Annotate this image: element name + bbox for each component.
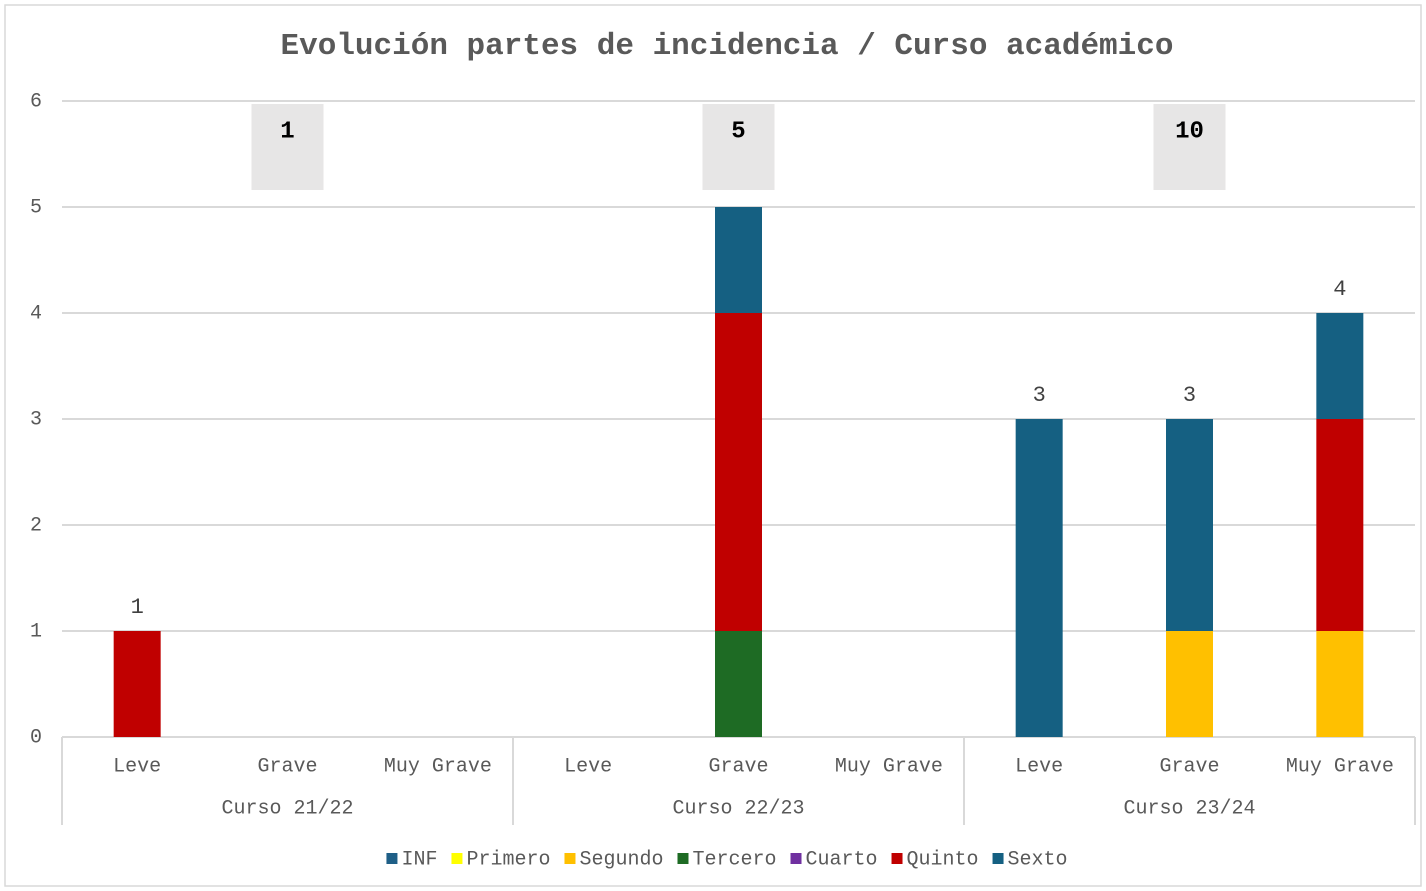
x-tick-label: Grave <box>1159 755 1219 778</box>
x-tick-label: Leve <box>113 755 161 778</box>
bar-segment <box>1015 419 1063 737</box>
group-total-box <box>251 104 324 190</box>
legend-swatch <box>891 853 903 864</box>
total-label: 3 <box>1033 383 1046 408</box>
group-label: Curso 21/22 <box>221 797 353 820</box>
y-tick-label: 6 <box>30 90 42 113</box>
legend-label: Tercero <box>692 848 776 871</box>
bar-segment <box>1316 313 1364 419</box>
legend-label: INF <box>401 848 437 871</box>
y-tick-label: 0 <box>30 726 42 749</box>
x-tick-label: Muy Grave <box>1286 755 1394 778</box>
y-tick-label: 3 <box>30 408 42 431</box>
x-tick-label: Leve <box>1015 755 1063 778</box>
legend-label: Sexto <box>1008 848 1068 871</box>
total-label: 4 <box>1333 277 1346 302</box>
bar-segment <box>715 207 762 313</box>
total-label: 3 <box>1183 383 1196 408</box>
x-tick-label: Muy Grave <box>384 755 492 778</box>
legend-swatch <box>992 853 1004 864</box>
bar-segment <box>715 631 762 737</box>
legend-label: Cuarto <box>806 848 878 871</box>
group-total-label: 10 <box>1175 118 1204 145</box>
legend-label: Primero <box>466 848 550 871</box>
group-label: Curso 22/23 <box>672 797 804 820</box>
bar-segment <box>1316 419 1364 631</box>
group-total-label: 5 <box>731 118 745 145</box>
x-tick-label: Grave <box>708 755 768 778</box>
bar-segment <box>113 631 161 737</box>
bar-segment <box>1316 631 1364 737</box>
bar-segment <box>715 313 762 631</box>
total-label: 1 <box>131 595 144 620</box>
group-total-label: 1 <box>280 118 294 145</box>
legend-label: Segundo <box>579 848 663 871</box>
chart-title: Evolución partes de incidencia / Curso a… <box>281 29 1174 64</box>
y-tick-label: 1 <box>30 620 42 643</box>
group-total-box <box>1153 104 1226 190</box>
y-tick-label: 2 <box>30 514 42 537</box>
legend-swatch <box>677 853 689 864</box>
legend-swatch <box>790 853 802 864</box>
x-tick-label: Leve <box>564 755 612 778</box>
y-tick-label: 5 <box>30 196 42 219</box>
legend-label: Quinto <box>907 848 979 871</box>
legend-swatch <box>564 853 576 864</box>
group-label: Curso 23/24 <box>1123 797 1255 820</box>
x-tick-label: Muy Grave <box>835 755 943 778</box>
legend-swatch <box>386 853 398 864</box>
bar-segment <box>1166 419 1213 631</box>
x-tick-label: Grave <box>257 755 317 778</box>
bar-segment <box>1166 631 1213 737</box>
group-total-box <box>702 104 775 190</box>
y-tick-label: 4 <box>30 302 42 325</box>
legend-swatch <box>451 853 463 864</box>
